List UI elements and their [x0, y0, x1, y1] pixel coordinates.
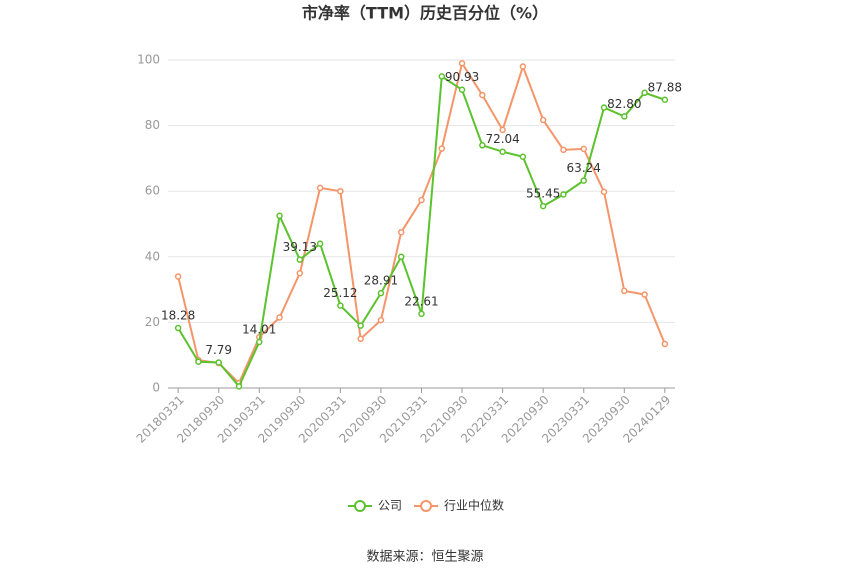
- data-point: [316, 184, 324, 192]
- data-label: 7.79: [205, 343, 232, 357]
- data-point: [519, 153, 527, 161]
- data-point: [600, 188, 608, 196]
- data-point: [418, 196, 425, 204]
- data-label: 39.13: [283, 240, 317, 254]
- data-point: [621, 113, 628, 120]
- data-point: [458, 86, 466, 93]
- data-label: 28.91: [364, 274, 398, 288]
- data-point: [580, 177, 587, 184]
- data-point: [479, 91, 486, 99]
- y-tick-label: 60: [145, 184, 160, 198]
- data-point: [519, 63, 527, 70]
- data-point: [499, 126, 506, 134]
- data-point: [337, 302, 344, 309]
- data-label: 63.24: [567, 161, 601, 175]
- data-point: [377, 289, 385, 297]
- data-point: [195, 358, 202, 366]
- data-label: 25.12: [323, 286, 357, 300]
- data-point: [174, 324, 182, 332]
- data-point: [235, 383, 243, 390]
- data-point: [539, 202, 547, 210]
- data-point: [661, 340, 669, 348]
- y-tick-label: 20: [145, 315, 160, 329]
- data-point: [215, 359, 222, 366]
- data-point: [296, 269, 304, 277]
- y-tick-label: 0: [152, 381, 160, 395]
- legend-marker: [420, 500, 433, 512]
- data-point: [357, 322, 364, 329]
- data-point: [256, 338, 263, 346]
- data-point: [276, 314, 283, 321]
- data-label: 72.04: [485, 132, 519, 146]
- data-point: [499, 148, 506, 155]
- data-label: 82.80: [607, 97, 641, 111]
- data-label: 55.45: [526, 187, 560, 201]
- legend-label: 行业中位数: [444, 498, 504, 513]
- series-line: [177, 74, 666, 389]
- data-point: [174, 273, 182, 280]
- y-tick-label: 100: [137, 53, 160, 67]
- data-point: [357, 335, 364, 343]
- data-label: 90.93: [445, 70, 479, 84]
- data-point: [641, 291, 648, 298]
- data-point: [458, 60, 466, 67]
- y-tick-label: 80: [145, 118, 160, 132]
- data-point: [539, 116, 547, 124]
- data-point: [296, 256, 304, 263]
- data-point: [600, 104, 608, 111]
- data-point: [560, 146, 567, 154]
- legend-marker: [354, 500, 366, 512]
- data-point: [276, 212, 283, 220]
- data-point: [397, 228, 405, 236]
- data-point: [621, 287, 628, 295]
- data-point: [397, 253, 405, 261]
- data-point: [580, 145, 587, 153]
- data-point: [479, 142, 486, 149]
- legend-label: 公司: [378, 499, 402, 513]
- data-point: [438, 145, 446, 152]
- chart-title: 市净率（TTM）历史百分位（%）: [302, 4, 548, 23]
- y-tick-label: 40: [145, 249, 160, 263]
- data-label: 87.88: [648, 80, 682, 94]
- source: 数据来源：恒生聚源: [366, 550, 483, 565]
- data-point: [661, 96, 669, 104]
- data-point: [438, 73, 446, 80]
- data-point: [377, 316, 385, 324]
- data-point: [641, 89, 648, 97]
- data-point: [560, 191, 567, 198]
- data-label: 14.01: [242, 323, 276, 337]
- data-point: [316, 240, 324, 247]
- data-label: 22.61: [404, 294, 438, 308]
- data-point: [418, 310, 425, 318]
- data-point: [337, 187, 344, 195]
- data-label: 18.28: [161, 309, 195, 323]
